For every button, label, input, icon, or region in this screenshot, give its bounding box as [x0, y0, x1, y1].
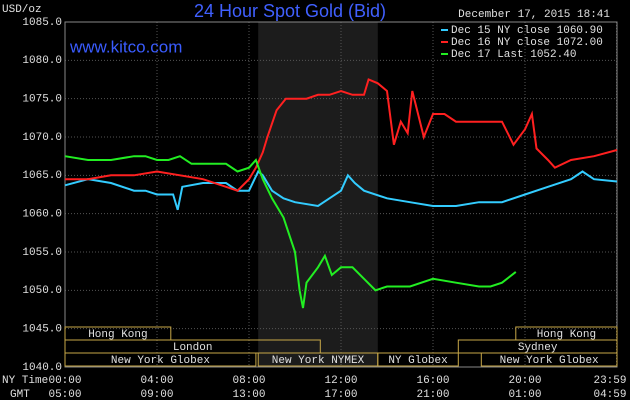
- x-tick-label: 20:00: [508, 375, 541, 387]
- session-label: New York Globex: [111, 355, 210, 367]
- plot-frame: [64, 21, 618, 368]
- series-line: [65, 78, 618, 192]
- session-label: London: [173, 342, 213, 354]
- session-label: New York Globex: [500, 355, 599, 367]
- session-label: NY Globex: [388, 355, 448, 367]
- x2-tick-label: 01:00: [508, 389, 541, 400]
- y-tick-label: 1060.0: [22, 209, 62, 221]
- timestamp: December 17, 2015 18:41: [458, 9, 610, 21]
- site-label: www.kitco.com: [69, 37, 182, 56]
- legend-label: Dec 16 NY close 1072.00: [451, 37, 603, 49]
- x-tick-label: 12:00: [324, 375, 357, 387]
- x-tick-label: 16:00: [416, 375, 449, 387]
- y-tick-label: 1075.0: [22, 94, 62, 106]
- session-box: [480, 352, 618, 367]
- legend-label: Dec 15 NY close 1060.90: [451, 25, 603, 37]
- x-tick-label: 08:00: [232, 375, 265, 387]
- y-tick-label: 1070.0: [22, 132, 62, 144]
- session-label: Hong Kong: [537, 329, 596, 341]
- session-box: [377, 352, 459, 367]
- x-tick-label: 23:59: [593, 375, 626, 387]
- x-tick-label: 04:00: [140, 375, 173, 387]
- unit-label: USD/oz: [2, 4, 42, 16]
- x-row-label: GMT: [10, 389, 30, 400]
- series-line: [64, 155, 517, 309]
- session-box: [64, 352, 257, 367]
- x-tick-label: 00:00: [48, 375, 81, 387]
- chart-title: 24 Hour Spot Gold (Bid): [194, 1, 386, 21]
- x2-tick-label: 05:00: [48, 389, 81, 400]
- x2-tick-label: 09:00: [140, 389, 173, 400]
- x2-tick-label: 17:00: [324, 389, 357, 400]
- y-tick-label: 1080.0: [22, 55, 62, 67]
- series-line: [64, 169, 618, 211]
- y-tick-label: 1055.0: [22, 247, 62, 259]
- x2-tick-label: 04:59: [593, 389, 626, 400]
- x2-tick-label: 13:00: [232, 389, 265, 400]
- legend-label: Dec 17 Last 1052.40: [451, 49, 576, 61]
- x-row-label: NY Time: [2, 375, 48, 387]
- y-tick-label: 1040.0: [22, 362, 62, 374]
- y-tick-label: 1050.0: [22, 285, 62, 297]
- x2-tick-label: 21:00: [416, 389, 449, 400]
- y-tick-label: 1065.0: [22, 170, 62, 182]
- session-label: Hong Kong: [88, 329, 147, 341]
- y-tick-label: 1085.0: [22, 17, 62, 29]
- y-tick-label: 1045.0: [22, 324, 62, 336]
- session-label: Sydney: [518, 342, 558, 354]
- session-label: New York NYMEX: [272, 355, 365, 367]
